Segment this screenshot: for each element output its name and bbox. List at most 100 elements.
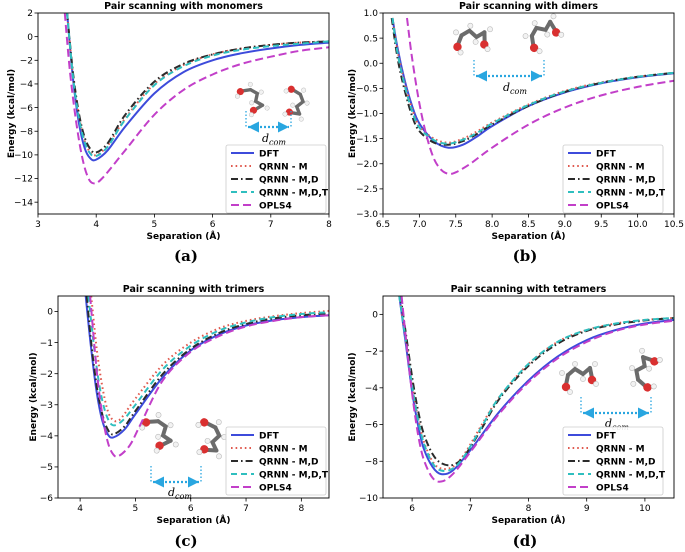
legend-label-m: QRNN - M xyxy=(596,444,645,454)
x-tick-label: 10.5 xyxy=(664,220,684,230)
series-line-m xyxy=(66,13,329,157)
y-tick-label: −10 xyxy=(14,151,33,161)
hydrogen-atom xyxy=(195,422,202,428)
molecule-inset: dcom xyxy=(235,81,310,147)
y-tick-label: 0 xyxy=(27,33,33,43)
chart-title: Pair scanning with trimers xyxy=(123,284,265,295)
legend-label-dft: DFT xyxy=(259,431,280,441)
molecule-glyph xyxy=(453,22,493,56)
chart-panel-4: Pair scanning with tetramers 6 7 8 9 10 −10 −8 −… xyxy=(348,284,675,526)
y-tick-label: −8 xyxy=(365,457,379,467)
hydrogen-atom xyxy=(472,39,479,45)
hydrogen-atom xyxy=(153,447,160,454)
x-tick-label: 7.5 xyxy=(449,220,463,230)
x-tick-label: 5 xyxy=(152,220,158,230)
legend-label-opls: OPLS4 xyxy=(259,483,292,493)
series-line-opls xyxy=(406,17,674,175)
hydrogen-atom xyxy=(650,383,657,390)
y-tick-label: 0.0 xyxy=(364,59,379,69)
molecule-bond xyxy=(294,92,306,116)
legend-label-mdt: QRNN - M,D,T xyxy=(259,188,329,198)
oxygen-atom xyxy=(453,42,462,52)
series-group xyxy=(84,296,329,458)
y-tick-label: −6 xyxy=(20,104,34,114)
hydrogen-atom xyxy=(167,422,174,429)
hydrogen-atom xyxy=(298,116,304,122)
molecule-glyph xyxy=(522,13,565,55)
molecule-bond xyxy=(529,19,553,38)
y-tick-label: −6 xyxy=(40,494,54,504)
hydrogen-atom xyxy=(572,361,578,367)
legend: DFT QRNN - M QRNN - M,D QRNN - M,D,T OPLS4 xyxy=(562,144,666,214)
series-group xyxy=(390,17,674,175)
hydrogen-atom xyxy=(536,48,543,55)
y-tick-label: −8 xyxy=(20,127,34,137)
hydrogen-atom xyxy=(172,441,179,448)
x-tick-label: 9 xyxy=(584,504,590,514)
series-group xyxy=(398,296,674,483)
x-tick-label: 5 xyxy=(133,504,139,514)
legend-label-mdt: QRNN - M,D,T xyxy=(596,188,666,198)
x-tick-label: 7 xyxy=(243,504,249,514)
molecule-glyph xyxy=(282,85,310,122)
y-axis-label: Energy (kcal/mol) xyxy=(7,69,17,158)
legend-label-opls: OPLS4 xyxy=(259,201,292,211)
x-axis-label: Separation (Å) xyxy=(492,231,566,242)
hydrogen-atom xyxy=(559,370,565,376)
y-tick-label: −0.5 xyxy=(356,85,378,95)
y-tick-label: −1 xyxy=(40,339,53,349)
hydrogen-atom xyxy=(453,29,459,36)
y-axis-label: Energy (kcal/mol) xyxy=(348,69,358,158)
series-line-md xyxy=(390,17,674,146)
hydrogen-atom xyxy=(567,389,573,395)
hydrogen-atom xyxy=(258,89,264,95)
y-tick-label: −6 xyxy=(365,421,379,431)
oxygen-atom xyxy=(200,418,209,427)
y-tick-label: −2.5 xyxy=(356,185,378,195)
hydrogen-atom xyxy=(487,26,493,33)
molecule-bond xyxy=(248,87,265,107)
legend-label-m: QRNN - M xyxy=(259,444,308,454)
molecule-inset: dcom xyxy=(453,13,565,96)
y-tick-label: −4 xyxy=(20,80,34,90)
hydrogen-atom xyxy=(484,46,491,53)
x-tick-label: 10.0 xyxy=(628,220,648,230)
molecule-inset: dcom xyxy=(139,412,228,501)
oxygen-atom xyxy=(643,383,652,392)
x-tick-label: 4 xyxy=(77,504,83,514)
molecule-bond xyxy=(209,425,222,453)
x-tick-label: 10 xyxy=(639,504,651,514)
y-tick-label: 2 xyxy=(27,9,33,19)
hydrogen-atom xyxy=(304,100,310,106)
series-line-md xyxy=(66,13,329,154)
hydrogen-atom xyxy=(592,361,598,367)
series-line-mdt xyxy=(391,17,674,145)
x-tick-label: 8 xyxy=(298,504,304,514)
y-tick-label: −3.0 xyxy=(356,210,378,220)
hydrogen-atom xyxy=(639,347,645,354)
legend-label-opls: OPLS4 xyxy=(596,483,629,493)
legend-label-dft: DFT xyxy=(596,431,617,441)
hydrogen-atom xyxy=(216,453,222,460)
hydrogen-atom xyxy=(139,424,146,431)
y-tick-label: 1.0 xyxy=(364,9,379,19)
series-line-opls xyxy=(400,296,674,483)
caption-a: (a) xyxy=(174,247,198,265)
hydrogen-atom xyxy=(215,419,222,426)
plot-frame xyxy=(37,12,330,215)
x-tick-label: 9.5 xyxy=(594,220,608,230)
x-tick-label: 6 xyxy=(188,504,194,514)
legend: DFT QRNN - M QRNN - M,D QRNN - M,D,T OPLS4 xyxy=(562,426,666,496)
legend-label-dft: DFT xyxy=(259,149,280,159)
y-tick-label: −2 xyxy=(365,347,378,357)
y-tick-label: −2.0 xyxy=(356,160,378,170)
caption-c: (c) xyxy=(174,532,198,550)
legend-label-m: QRNN - M xyxy=(596,162,645,172)
series-line-mdt xyxy=(66,13,329,158)
chart-title: Pair scanning with dimers xyxy=(459,1,598,12)
hydrogen-atom xyxy=(467,22,474,29)
y-axis-label: Energy (kcal/mol) xyxy=(348,352,358,441)
molecule-glyph xyxy=(195,418,228,460)
molecule-glyph xyxy=(629,347,663,392)
